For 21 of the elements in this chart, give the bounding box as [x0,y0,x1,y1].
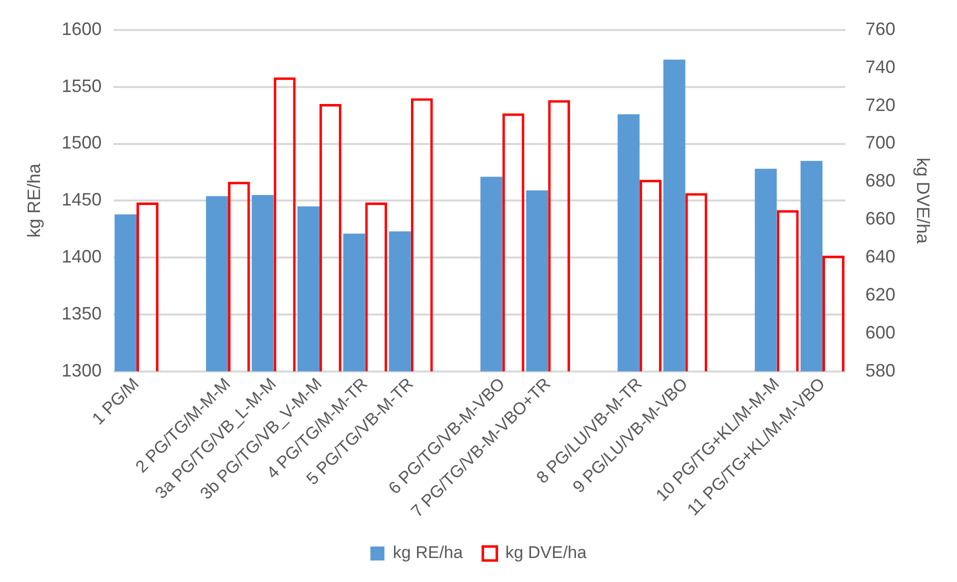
y-axis-title: kg RE/ha [24,162,44,238]
y2-tick-label: 680 [865,170,896,191]
y2-tick-label: 720 [865,94,896,115]
y-tick-label: 1300 [62,360,102,380]
legend-label: kg DVE/ha [505,543,588,562]
y-tick-label: 1500 [62,132,102,153]
y2-tick-label: 700 [865,132,896,153]
y2-tick-label: 660 [865,208,896,229]
y-tick-label: 1550 [62,76,102,96]
y-tick-label: 1350 [62,303,102,324]
legend-label: kg RE/ha [392,543,464,562]
y-tick-label: 1600 [62,18,102,39]
y2-tick-label: 580 [865,360,896,380]
y2-tick-label: 760 [865,18,896,39]
y-tick-label: 1400 [62,246,102,267]
y2-tick-label: 740 [865,56,896,77]
y2-tick-label: 640 [865,246,896,267]
y-tick-label: 1450 [62,190,102,210]
y2-tick-label: 600 [865,322,896,342]
y2-tick-label: 620 [865,284,896,304]
y2-axis-title: kg DVE/ha [913,158,934,245]
